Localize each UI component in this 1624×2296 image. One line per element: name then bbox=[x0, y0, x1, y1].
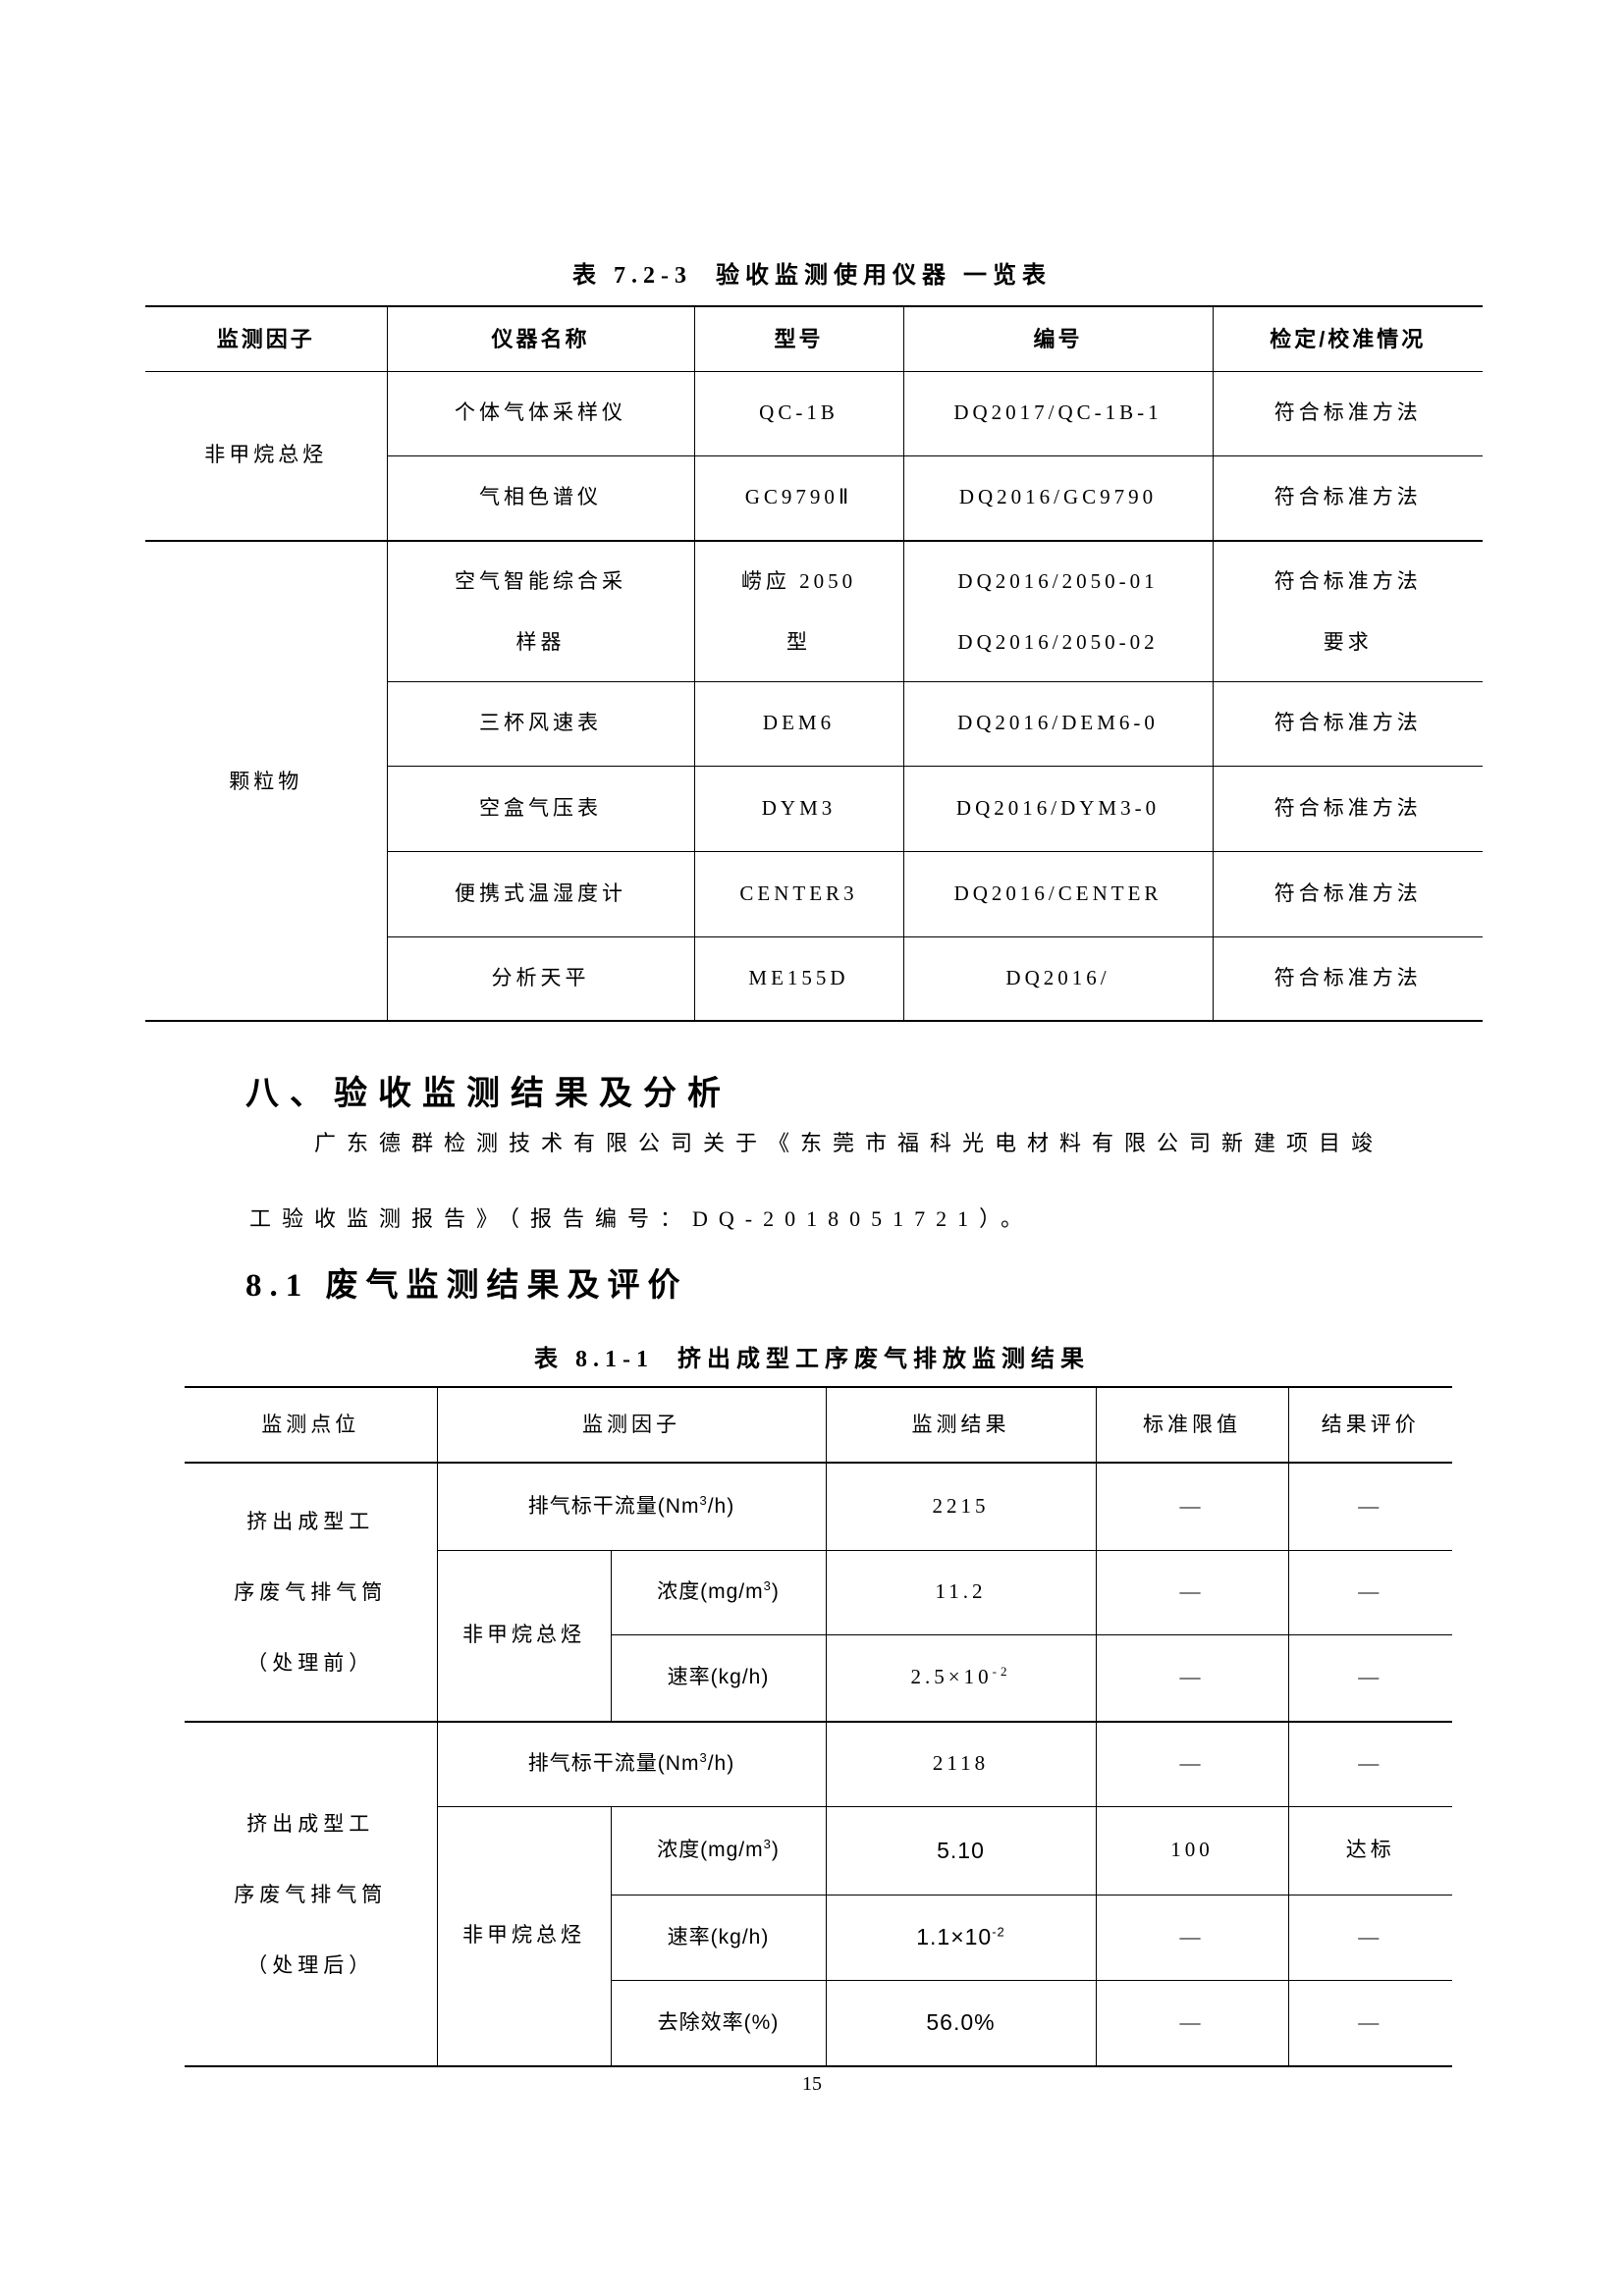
table-row: 去除效率(%) 56.0% — — bbox=[185, 1979, 1452, 2067]
emissions-table: 监测点位 监测因子 监测结果 标准限值 结果评价 挤出成型工 序废气排气筒 （处理前） 排气标干… bbox=[185, 1386, 1452, 2067]
table-cell: — bbox=[1287, 1979, 1452, 2067]
instruments-table-title: 表 7.2-3 验收监测使用仪器 一览表 bbox=[572, 263, 1052, 289]
table-cell: 非甲烷总烃 bbox=[145, 370, 388, 542]
paragraph-line: 工验收监测报告》（报告编号：DQ-2018051721）。 bbox=[249, 1206, 1034, 1231]
column-header: 型号 bbox=[693, 305, 904, 372]
table-cell: 符合标准方法 bbox=[1212, 935, 1483, 1022]
table-row: 非甲烷总烃 个体气体采样仪 QC-1B DQ2017/QC-1B-1 符合标准方法 bbox=[145, 370, 1483, 542]
table-cell: 2118 bbox=[825, 1721, 1097, 1807]
table-cell: 5.10 bbox=[825, 1805, 1097, 1896]
table-cell: 挤出成型工 序废气排气筒 （处理后） bbox=[185, 1721, 438, 2067]
table-cell: GC9790Ⅱ bbox=[693, 454, 904, 542]
section-8-paragraph: 广东德群检测技术有限公司关于《东莞市福科光电材料有限公司新建项目竣 工验收监测报… bbox=[249, 1105, 1437, 1256]
column-header: 结果评价 bbox=[1287, 1386, 1452, 1464]
table-row: 速率(kg/h) 1.1×10-2— — bbox=[185, 1894, 1452, 1981]
table-cell: 非甲烷总烃 bbox=[437, 1549, 612, 1723]
table-cell: 速率(kg/h) bbox=[611, 1894, 827, 1981]
table-cell: DQ2016/DYM3-0 bbox=[902, 765, 1214, 852]
table-cell: 气相色谱仪 bbox=[387, 454, 695, 542]
table-cell: CENTER3 bbox=[693, 850, 904, 937]
table-cell: 空盒气压表 bbox=[387, 765, 695, 852]
table-cell: DQ2016/DEM6-0 bbox=[902, 680, 1214, 767]
table-cell: 符合标准方法 bbox=[1212, 454, 1483, 542]
column-header: 监测结果 bbox=[825, 1386, 1097, 1464]
table-cell: — bbox=[1095, 1894, 1289, 1981]
subsection-8-1-heading: 8.1 废气监测结果及评价 bbox=[245, 1268, 688, 1304]
table-cell: 空气智能综合采 样器 bbox=[386, 540, 695, 682]
table-cell: 浓度(mg/m3) bbox=[610, 1549, 827, 1635]
table-cell: 排气标干流量(Nm3/h) bbox=[436, 1721, 827, 1807]
table-cell: 便携式温湿度计 bbox=[387, 850, 695, 937]
column-header: 监测点位 bbox=[185, 1386, 438, 1464]
table-row: 便携式温湿度计 CENTER3 DQ2016/CENTER 符合标准方法 bbox=[145, 850, 1483, 937]
column-header: 监测因子 bbox=[145, 305, 388, 372]
table-cell: — bbox=[1095, 1979, 1289, 2067]
table-cell: DQ2016/GC9790 bbox=[902, 454, 1214, 542]
table-cell: — bbox=[1095, 1721, 1289, 1807]
table-row: 挤出成型工 序废气排气筒 （处理前） 排气标干流量(Nm3/h) 2215— — bbox=[185, 1462, 1452, 1723]
table-cell: 浓度(mg/m3) bbox=[610, 1805, 827, 1896]
table-cell: 2215 bbox=[825, 1462, 1097, 1551]
column-header: 编号 bbox=[902, 305, 1214, 372]
table-cell: — bbox=[1287, 1721, 1452, 1807]
table-row: 三杯风速表 DEM6 DQ2016/DEM6-0 符合标准方法 bbox=[145, 680, 1483, 767]
instruments-table: 监测因子 仪器名称 型号 编号 检定/校准情况 非甲烷总烃 个体气体采样仪 QC-1B DQ20… bbox=[145, 305, 1483, 1022]
table-cell: — bbox=[1287, 1549, 1452, 1635]
table-row: 挤出成型工 序废气排气筒 （处理后） 排气标干流量(Nm3/h) 2118— — bbox=[185, 1721, 1452, 2067]
table-cell: DQ2016/CENTER bbox=[902, 850, 1214, 937]
table-cell: — bbox=[1095, 1549, 1289, 1635]
table-cell: DQ2017/QC-1B-1 bbox=[902, 370, 1214, 456]
table-cell: — bbox=[1095, 1633, 1289, 1723]
table-row: 空盒气压表 DYM3 DQ2016/DYM3-0 符合标准方法 bbox=[145, 765, 1483, 852]
table-row: 颗粒物 空气智能综合采 样器 崂应 2050 型 DQ2016/2050-01 DQ2016… bbox=[145, 540, 1483, 1022]
column-header: 仪器名称 bbox=[386, 305, 695, 372]
table-cell: — bbox=[1287, 1462, 1452, 1551]
table-cell: DYM3 bbox=[693, 765, 904, 852]
table-cell: 个体气体采样仪 bbox=[386, 370, 695, 456]
table-cell: 去除效率(%) bbox=[611, 1979, 827, 2067]
table-header-row: 监测因子 仪器名称 型号 编号 检定/校准情况 bbox=[145, 305, 1483, 372]
table-cell: DQ2016/2050-01 DQ2016/2050-02 bbox=[902, 540, 1214, 682]
table-cell: 11.2 bbox=[825, 1549, 1097, 1635]
table-cell: 分析天平 bbox=[387, 935, 695, 1022]
table-cell: 符合标准方法 bbox=[1212, 765, 1483, 852]
table-cell: 符合标准方法 bbox=[1212, 370, 1483, 456]
table-row: 速率(kg/h) 2.5×10-2— — bbox=[185, 1633, 1452, 1723]
table-row: 气相色谱仪 GC9790Ⅱ DQ2016/GC9790 符合标准方法 bbox=[145, 454, 1483, 542]
table-cell: 非甲烷总烃 bbox=[437, 1805, 612, 2067]
table-cell: QC-1B bbox=[693, 370, 904, 456]
table-cell: 56.0% bbox=[825, 1979, 1097, 2067]
table-header-row: 监测点位 监测因子 监测结果 标准限值 结果评价 bbox=[185, 1386, 1452, 1464]
table-cell: — bbox=[1095, 1462, 1289, 1551]
table-cell: 1.1×10-2 bbox=[825, 1894, 1097, 1981]
table-cell: 100 bbox=[1095, 1805, 1289, 1896]
table-cell: — bbox=[1287, 1633, 1452, 1723]
table-cell: ME155D bbox=[693, 935, 904, 1022]
paragraph-line: 广东德群检测技术有限公司关于《东莞市福科光电材料有限公司新建项目竣 bbox=[314, 1131, 1384, 1155]
table-cell: 速率(kg/h) bbox=[611, 1633, 827, 1723]
table-cell: 挤出成型工 序废气排气筒 （处理前） bbox=[185, 1462, 438, 1723]
table-row: 非甲烷总烃 浓度(mg/m3) 5.10 100 达标 bbox=[185, 1805, 1452, 2067]
section-8-heading: 八、验收监测结果及分析 bbox=[245, 1075, 731, 1112]
table-cell: — bbox=[1287, 1894, 1452, 1981]
table-cell: 符合标准方法 要求 bbox=[1212, 540, 1483, 682]
emissions-table-title: 表 8.1-1 挤出成型工序废气排放监测结果 bbox=[534, 1347, 1090, 1372]
table-row: 非甲烷总烃 浓度(mg/m3) 11.2— — bbox=[185, 1549, 1452, 1723]
page-number: 15 bbox=[802, 2073, 822, 2095]
column-header: 标准限值 bbox=[1095, 1386, 1289, 1464]
table-cell: DQ2016/ bbox=[902, 935, 1214, 1022]
table-cell: 符合标准方法 bbox=[1212, 850, 1483, 937]
table-cell: 达标 bbox=[1287, 1805, 1452, 1896]
table-cell: DEM6 bbox=[693, 680, 904, 767]
column-header: 监测因子 bbox=[436, 1386, 827, 1464]
table-cell: 崂应 2050 型 bbox=[693, 540, 904, 682]
column-header: 检定/校准情况 bbox=[1212, 305, 1483, 372]
table-cell: 颗粒物 bbox=[145, 540, 388, 1022]
table-row: 分析天平 ME155D DQ2016/符合标准方法 bbox=[145, 935, 1483, 1022]
table-cell: 三杯风速表 bbox=[387, 680, 695, 767]
table-cell: 2.5×10-2 bbox=[825, 1633, 1097, 1723]
table-cell: 排气标干流量(Nm3/h) bbox=[436, 1462, 827, 1551]
table-cell: 符合标准方法 bbox=[1212, 680, 1483, 767]
